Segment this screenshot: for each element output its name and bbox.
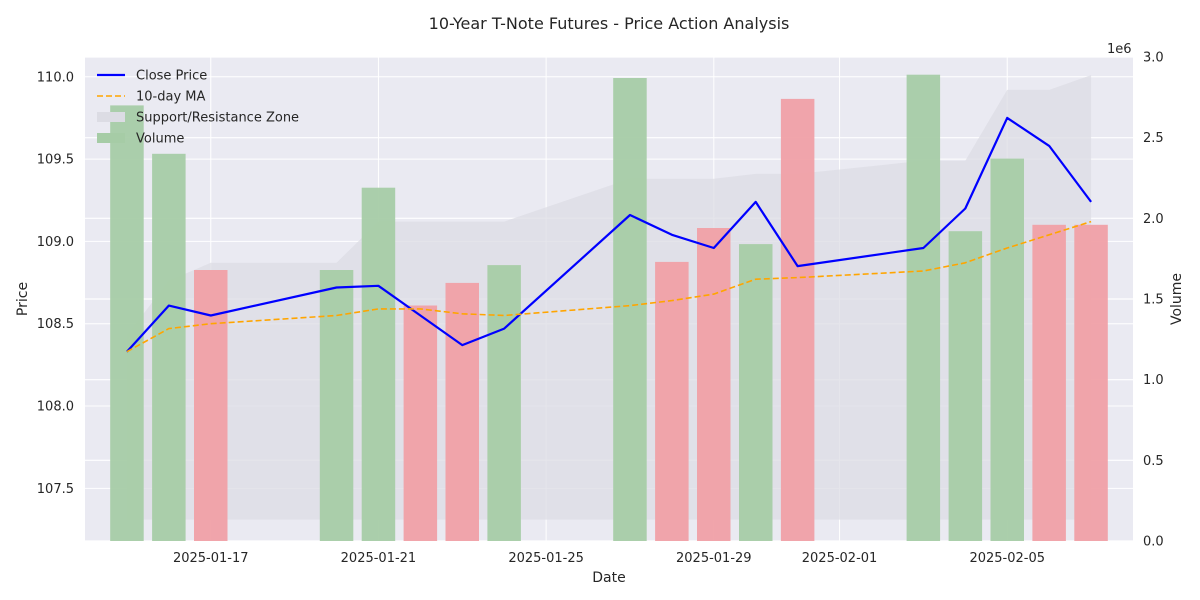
y2-tick-label: 0.5 (1143, 454, 1164, 469)
volume-bar (655, 261, 689, 541)
volume-bar (110, 105, 144, 542)
y2-tick-label: 1.5 (1143, 293, 1164, 308)
x-tick-label: 2025-01-29 (676, 551, 752, 566)
y-axis-ticks: 107.5 108.0 108.5 109.0 109.5 110.0 (37, 70, 74, 497)
volume-bar (739, 244, 773, 541)
volume-bar (403, 305, 438, 541)
legend-label: 10-day MA (136, 90, 205, 105)
x-axis-label: Date (592, 570, 625, 586)
y2-offset-label: 1e6 (1107, 42, 1132, 57)
volume-bar (906, 74, 941, 541)
legend-label: Close Price (136, 69, 207, 84)
ma-line (126, 220, 1092, 353)
y2-tick-label: 2.5 (1143, 131, 1164, 146)
y2-axis-label: Volume (1169, 273, 1185, 325)
legend-label: Support/Resistance Zone (136, 111, 299, 126)
volume-bar (445, 282, 479, 541)
x-tick-label: 2025-01-25 (508, 551, 584, 566)
x-axis-ticks: 2025-01-17 2025-01-21 2025-01-25 2025-01-29… (173, 551, 1045, 566)
volume-bar (1074, 224, 1108, 542)
legend-label: Volume (136, 132, 184, 147)
volume-bar (990, 158, 1024, 541)
volume-bar (152, 153, 186, 542)
volume-bar (948, 231, 983, 541)
volume-bar (780, 98, 815, 542)
volume-bar (487, 265, 521, 541)
volume-bar (319, 270, 354, 541)
legend-swatch (97, 112, 125, 122)
x-tick-label: 2025-02-01 (802, 551, 878, 566)
x-tick-label: 2025-01-17 (173, 551, 249, 566)
y-tick-label: 108.5 (37, 317, 74, 332)
x-tick-label: 2025-02-05 (969, 551, 1045, 566)
y-tick-label: 109.0 (37, 235, 74, 250)
y2-tick-label: 3.0 (1143, 51, 1164, 66)
y-tick-label: 109.5 (37, 153, 74, 168)
volume-bar (361, 187, 396, 541)
y-tick-label: 107.5 (37, 482, 74, 497)
y2-tick-label: 0.0 (1143, 535, 1164, 550)
y-tick-label: 110.0 (37, 70, 74, 85)
price-lines (126, 116, 1092, 353)
volume-bars (110, 74, 1108, 542)
volume-bar (613, 78, 647, 541)
y2-axis-ticks: 0.0 0.5 1.0 1.5 2.0 2.5 3.0 (1143, 51, 1164, 550)
legend-swatch (97, 133, 125, 143)
x-tick-label: 2025-01-21 (341, 551, 417, 566)
legend: Close Price 10-day MA Support/Resistance Z… (97, 69, 299, 147)
y-tick-label: 108.0 (37, 400, 74, 415)
y2-tick-label: 2.0 (1143, 212, 1164, 227)
y-axis-label: Price (15, 282, 31, 316)
volume-bar (697, 228, 731, 541)
chart-title: 10-Year T-Note Futures - Price Action An… (429, 14, 790, 33)
volume-bar (194, 270, 228, 541)
y2-tick-label: 1.0 (1143, 373, 1164, 388)
close-price-line (126, 116, 1092, 353)
volume-bar (1032, 224, 1066, 542)
